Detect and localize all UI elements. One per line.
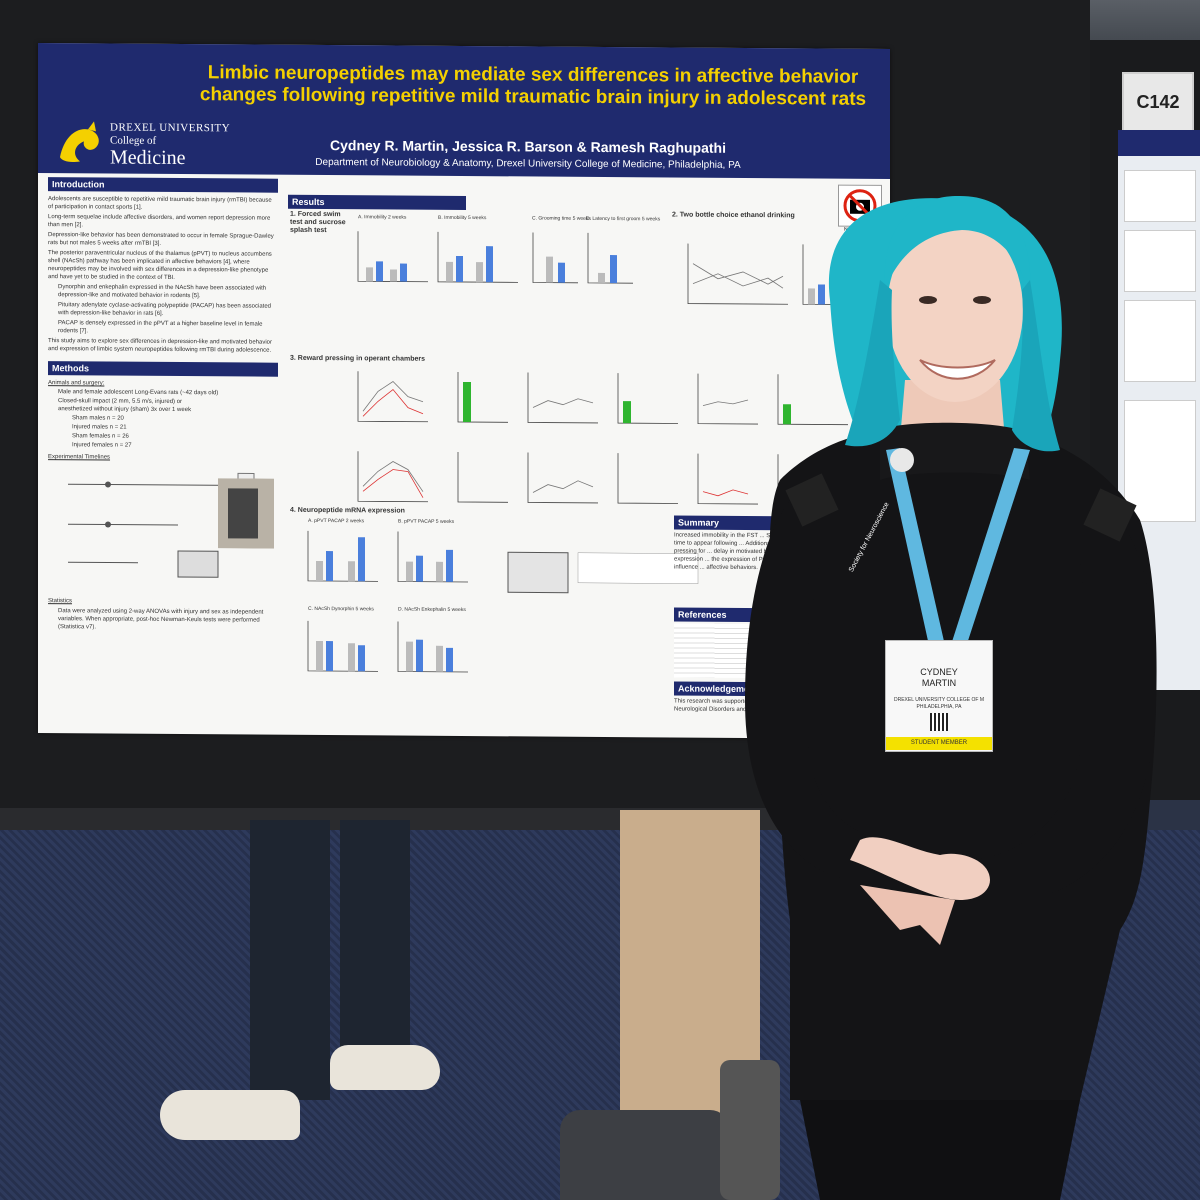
badge-qr-code <box>930 713 948 731</box>
dragon-logo-icon <box>60 121 99 163</box>
intro-column: Introduction Adolescents are susceptible… <box>48 177 278 634</box>
badge-last-name: MARTIN <box>921 678 957 688</box>
methods-body: Animals and surgery: Male and female ado… <box>48 379 278 633</box>
badge-member-stripe: STUDENT MEMBER <box>886 737 992 750</box>
badge-city: PHILADELPHIA, PA <box>916 704 962 710</box>
floor-bag <box>560 1110 730 1200</box>
floor-bag-2 <box>720 1060 780 1200</box>
name-badge: CYDNEY MARTIN DREXEL UNIVERSITY COLLEGE … <box>885 640 993 752</box>
badge-affiliation: DREXEL UNIVERSITY COLLEGE OF M <box>893 697 985 703</box>
impact-device-image <box>218 478 274 549</box>
booth-number: C142 <box>1122 72 1194 132</box>
badge-first-name: CYDNEY <box>920 667 958 677</box>
timeline-diagram <box>68 472 255 578</box>
background-person-legs <box>160 820 450 1150</box>
